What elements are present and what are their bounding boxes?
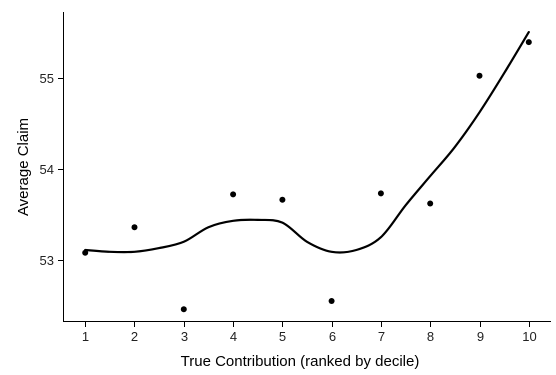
x-tick-label: 1 <box>82 329 89 344</box>
x-tick-label: 9 <box>477 329 484 344</box>
data-point <box>427 200 434 207</box>
x-tick-label: 8 <box>427 329 434 344</box>
x-tick-label: 7 <box>378 329 385 344</box>
y-tick-label: 53 <box>40 253 54 268</box>
data-point <box>377 190 384 197</box>
x-tick-label: 5 <box>279 329 286 344</box>
y-tick-label: 55 <box>40 71 54 86</box>
x-tick-label: 4 <box>230 329 237 344</box>
x-axis-title: True Contribution (ranked by decile) <box>181 353 420 370</box>
smooth-trend-line <box>84 31 530 254</box>
x-tick-label: 2 <box>131 329 138 344</box>
y-tick-label: 54 <box>40 162 54 177</box>
data-point <box>230 191 237 198</box>
x-axis-ticks: 1 2 3 4 5 6 7 8 9 10 <box>82 322 537 344</box>
data-point <box>82 249 89 256</box>
data-point <box>180 306 187 313</box>
data-point <box>131 224 138 231</box>
y-axis-title: Average Claim <box>15 118 32 216</box>
y-axis-ticks: 53 54 55 <box>40 71 63 268</box>
data-point <box>476 72 483 79</box>
x-tick-label: 10 <box>522 329 536 344</box>
data-points <box>82 39 532 313</box>
data-point <box>328 298 335 304</box>
data-point <box>279 196 286 203</box>
x-tick-label: 3 <box>181 329 188 344</box>
data-point <box>525 39 532 46</box>
x-tick-label: 6 <box>329 329 336 344</box>
